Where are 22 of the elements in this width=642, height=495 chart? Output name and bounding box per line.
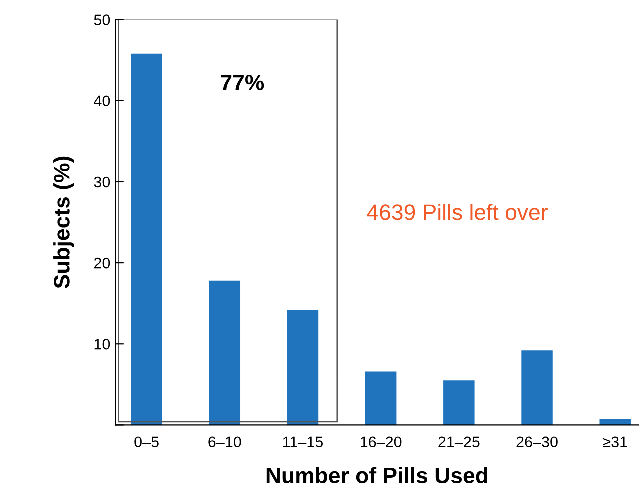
y-tick-label: 50 xyxy=(94,14,110,26)
x-tick-label: ≥31 xyxy=(603,436,628,448)
x-tick-label: 6–10 xyxy=(208,436,242,448)
bar xyxy=(522,350,553,426)
bar xyxy=(365,372,397,426)
x-axis-title: Number of Pills Used xyxy=(266,467,488,484)
x-tick-label: 0–5 xyxy=(134,436,159,448)
y-tick-label: 10 xyxy=(94,338,110,350)
annotation: 4639 Pills left over xyxy=(367,204,548,220)
bar xyxy=(444,380,475,426)
y-tick-label: 30 xyxy=(94,176,110,188)
y-tick-label: 20 xyxy=(94,258,110,269)
x-tick-label: 21–25 xyxy=(438,436,480,448)
y-tick-label: 40 xyxy=(94,96,110,107)
y-axis-title: Subjects (%) xyxy=(54,156,74,289)
bar xyxy=(209,280,241,426)
x-tick-label: 11–15 xyxy=(283,436,324,448)
annotation: 77% xyxy=(221,74,264,91)
bar xyxy=(131,54,162,426)
x-tick-label: 26–30 xyxy=(516,436,558,448)
bar xyxy=(287,310,319,426)
x-tick-label: 16–20 xyxy=(361,436,402,448)
